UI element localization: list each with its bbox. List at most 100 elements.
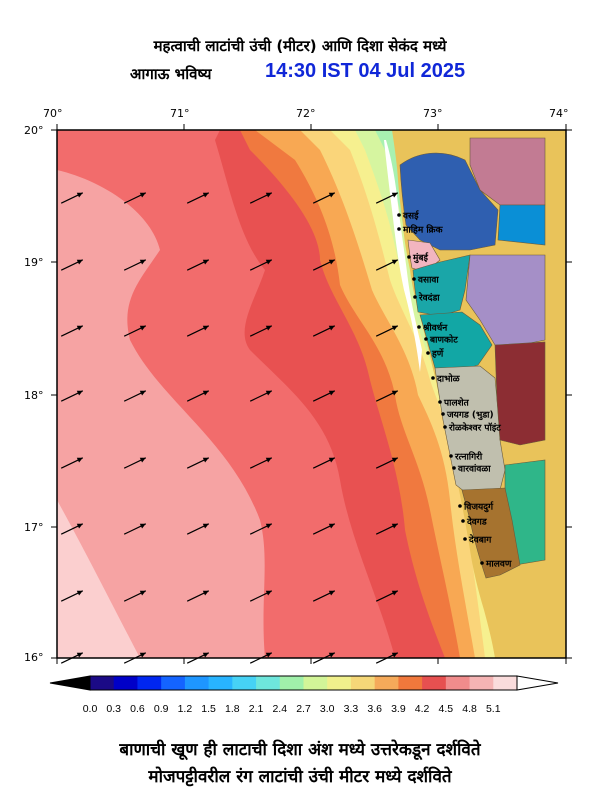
colorbar-swatch (303, 676, 328, 690)
colorbar-swatch (256, 676, 281, 690)
place-label: मालवण (485, 560, 512, 570)
colorbar-swatch (469, 676, 494, 690)
colorbar-label: 0.3 (106, 703, 121, 715)
wave-arrow (375, 192, 399, 204)
wave-arrow (186, 590, 210, 602)
colorbar-label: 1.5 (201, 703, 216, 715)
x-tick-label: 73° (423, 107, 443, 120)
district-region (494, 341, 546, 446)
place-marker (397, 227, 401, 231)
wave-arrow (60, 652, 84, 664)
wave-arrow (312, 590, 336, 602)
wave-arrow (123, 192, 147, 204)
colorbar-label: 1.2 (178, 703, 193, 715)
place-label: दाभोळ (436, 373, 461, 385)
place-label: हर्णे (431, 348, 444, 360)
colorbar-label: 0.0 (83, 703, 98, 715)
wave-arrow (123, 390, 147, 402)
place-marker (443, 425, 447, 429)
wave-arrow (249, 390, 273, 402)
colorbar-label: 0.6 (130, 703, 145, 715)
colorbar-under (49, 675, 91, 691)
y-tick-label: 19° (24, 256, 44, 269)
place-label: पालशेत (443, 397, 470, 409)
colorbar-swatch (350, 676, 376, 690)
colorbar-label: 1.8 (225, 703, 240, 715)
x-tick-label: 70° (43, 107, 63, 120)
wave-arrow (312, 390, 336, 402)
place-label: वसई (402, 210, 420, 222)
colorbar-label: 4.2 (415, 703, 430, 715)
x-tick-label: 74° (549, 107, 569, 120)
wave-arrow (375, 652, 399, 664)
place-marker (426, 351, 430, 355)
colorbar-swatch (137, 676, 162, 690)
place-label: रोळकेश्वर पॉइंट (448, 422, 501, 434)
wave-arrow (312, 259, 336, 271)
place-label: श्रीवर्धन (422, 322, 448, 334)
wave-arrow (123, 457, 147, 469)
place-label: वारवांवळा (457, 464, 491, 475)
colorbar-swatch (208, 676, 233, 690)
colorbar-swatch (445, 676, 471, 690)
place-label: रत्नागिरी (454, 451, 483, 463)
legend-note-color: मोजपट्टीवरील रंग लाटांची उंची मीटर मध्ये… (148, 767, 452, 787)
wave-arrow (123, 325, 147, 337)
place-marker (431, 376, 435, 380)
colorbar-swatch (374, 676, 399, 690)
place-marker (461, 519, 465, 523)
wave-arrow (60, 523, 84, 535)
district-region (497, 204, 546, 246)
map-title-line2: आगाऊ भविष्य (130, 65, 212, 83)
place-marker (458, 504, 462, 508)
axis-ticks (51, 124, 572, 664)
district-region (434, 365, 506, 493)
y-tick-label: 17° (24, 521, 44, 534)
wave-arrow (375, 523, 399, 535)
place-marker (424, 337, 428, 341)
colorbar-label: 4.8 (462, 703, 477, 715)
colorbar-label: 3.9 (391, 703, 406, 715)
wave-arrow (186, 652, 210, 664)
place-marker (441, 412, 445, 416)
x-tick-label: 71° (170, 107, 190, 120)
colorbar-frame (89, 675, 518, 691)
place-marker (397, 213, 401, 217)
wave-arrow (186, 259, 210, 271)
place-label: वसावा (417, 276, 439, 286)
wave-arrow (249, 652, 273, 664)
colorbar-swatch (161, 676, 186, 690)
wave-arrow (60, 192, 84, 204)
place-label: विजयदुर्ग (463, 501, 494, 513)
colorbar-label: 4.5 (439, 703, 454, 715)
legend-note-arrow: बाणाची खूण ही लाटाची दिशा अंश मध्ये उत्त… (119, 740, 481, 760)
place-label: देवबाग (468, 534, 492, 546)
district-regions (399, 137, 546, 579)
wave-arrow (249, 457, 273, 469)
wave-arrow (375, 259, 399, 271)
y-tick-label: 16° (24, 651, 44, 664)
colorbar-swatch (113, 676, 138, 690)
wave-arrow (60, 325, 84, 337)
place-marker (438, 400, 442, 404)
wave-arrow (123, 652, 147, 664)
wave-arrow (249, 325, 273, 337)
colorbar-swatch (279, 676, 304, 690)
wave-arrow (312, 325, 336, 337)
wave-arrow (123, 259, 147, 271)
wave-arrow (375, 390, 399, 402)
place-label: बाणकोट (429, 334, 458, 346)
y-tick-label: 18° (24, 389, 44, 402)
district-region (461, 487, 521, 579)
wave-arrow (186, 523, 210, 535)
colorbar-swatch (327, 676, 352, 690)
place-label: मुंबई (412, 252, 429, 264)
wave-arrow (186, 457, 210, 469)
nearshore-no-data (384, 140, 422, 372)
wave-arrow (60, 259, 84, 271)
forecast-timestamp: 14:30 IST 04 Jul 2025 (265, 60, 466, 82)
wave-arrow (375, 457, 399, 469)
x-tick-label: 72° (296, 107, 316, 120)
district-region (399, 152, 499, 251)
